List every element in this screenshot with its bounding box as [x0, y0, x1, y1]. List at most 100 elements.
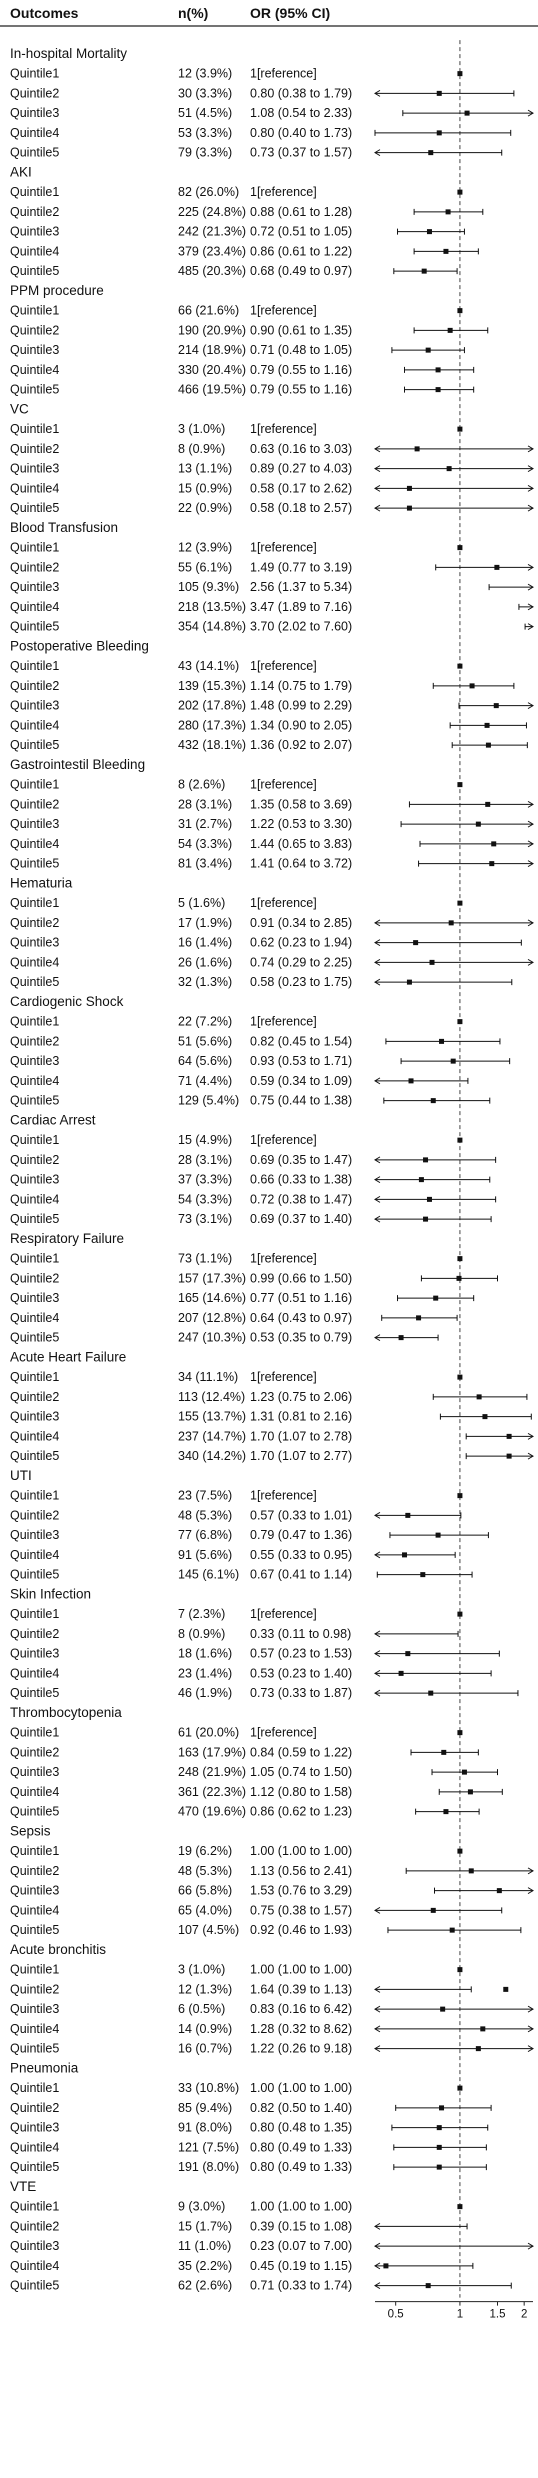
row-or: 0.80 (0.49 to 1.33): [250, 2140, 352, 2154]
row-n: 13 (1.1%): [178, 462, 232, 476]
point-estimate: [447, 327, 453, 333]
row-label: Quintile4: [10, 837, 59, 851]
row-label: Quintile1: [10, 1133, 59, 1147]
ci-arrow-high: [527, 445, 534, 453]
row-n: 8 (0.9%): [178, 1627, 225, 1641]
row-n: 19 (6.2%): [178, 1844, 232, 1858]
ci-arrow-high: [527, 2242, 534, 2250]
point-estimate: [413, 940, 419, 946]
row-or: 1.22 (0.53 to 3.30): [250, 817, 352, 831]
row-label: Quintile3: [10, 1291, 59, 1305]
row-or: 0.63 (0.16 to 3.03): [250, 442, 352, 456]
ci-arrow-high: [527, 702, 534, 710]
row-or: 0.93 (0.53 to 1.71): [250, 1054, 352, 1068]
ci-arrow-high: [527, 484, 534, 492]
row-label: Quintile3: [10, 699, 59, 713]
ci-arrow-low: [374, 1669, 381, 1677]
row-n: 64 (5.6%): [178, 1054, 232, 1068]
row-label: Quintile4: [10, 718, 59, 732]
row-n: 113 (12.4%): [178, 1390, 245, 1404]
point-estimate: [450, 1058, 456, 1064]
point-estimate: [439, 2105, 445, 2111]
row-n: 242 (21.3%): [178, 225, 246, 239]
row-label: Quintile1: [10, 896, 59, 910]
point-estimate: [435, 1532, 441, 1538]
point-estimate: [457, 1967, 463, 1973]
row-n: 12 (3.9%): [178, 67, 232, 81]
point-estimate: [398, 1335, 404, 1341]
x-tick-label: 0.5: [388, 2309, 404, 2321]
row-label: Quintile2: [10, 679, 59, 693]
point-estimate: [489, 861, 495, 867]
row-or: 1.00 (1.00 to 1.00): [250, 2081, 352, 2095]
row-label: Quintile2: [10, 1864, 59, 1878]
ci-arrow-low: [374, 2282, 381, 2290]
row-n: 139 (15.3%): [178, 679, 246, 693]
point-estimate: [456, 1275, 462, 1281]
point-estimate: [457, 1019, 463, 1025]
row-or: 0.80 (0.40 to 1.73): [250, 126, 352, 140]
ci-arrow-low: [374, 1630, 381, 1638]
row-or: 0.39 (0.15 to 1.08): [250, 2219, 352, 2233]
point-estimate: [406, 505, 412, 511]
row-n: 17 (1.9%): [178, 916, 232, 930]
ci-arrow-high: [527, 1432, 534, 1440]
row-n: 34 (11.1%): [178, 1370, 238, 1384]
row-or: 1.64 (0.39 to 1.13): [250, 1982, 352, 1996]
group-title: Respiratory Failure: [10, 1231, 124, 1246]
row-or: 1[reference]: [250, 1726, 317, 1740]
row-or: 1.13 (0.56 to 2.41): [250, 1864, 352, 1878]
point-estimate: [446, 466, 452, 472]
row-label: Quintile2: [10, 916, 59, 930]
point-estimate: [468, 1868, 474, 1874]
row-or: 1[reference]: [250, 1607, 317, 1621]
row-label: Quintile3: [10, 1173, 59, 1187]
row-n: 91 (5.6%): [178, 1548, 232, 1562]
row-n: 7 (2.3%): [178, 1607, 225, 1621]
row-or: 0.73 (0.33 to 1.87): [250, 1686, 352, 1700]
row-n: 3 (1.0%): [178, 1963, 225, 1977]
row-n: 71 (4.4%): [178, 1074, 232, 1088]
ci-arrow-low: [374, 939, 381, 947]
row-label: Quintile4: [10, 481, 59, 495]
row-n: 129 (5.4%): [178, 1094, 239, 1108]
point-estimate: [457, 426, 463, 432]
row-label: Quintile2: [10, 1627, 59, 1641]
row-or: 2.56 (1.37 to 5.34): [250, 580, 352, 594]
row-label: Quintile2: [10, 323, 59, 337]
row-label: Quintile3: [10, 817, 59, 831]
point-estimate: [423, 1216, 429, 1222]
ci-arrow-high: [527, 840, 534, 848]
ci-arrow-low: [374, 484, 381, 492]
point-estimate: [480, 2026, 486, 2032]
row-n: 61 (20.0%): [178, 1726, 239, 1740]
row-or: 0.72 (0.38 to 1.47): [250, 1192, 352, 1206]
row-or: 0.69 (0.37 to 1.40): [250, 1212, 352, 1226]
row-or: 0.75 (0.44 to 1.38): [250, 1094, 352, 1108]
row-or: 0.72 (0.51 to 1.05): [250, 225, 352, 239]
row-label: Quintile5: [10, 383, 59, 397]
row-or: 1.00 (1.00 to 1.00): [250, 1963, 352, 1977]
ci-arrow-low: [374, 958, 381, 966]
row-label: Quintile3: [10, 1884, 59, 1898]
ci-arrow-high: [527, 1887, 534, 1895]
row-n: 9 (3.0%): [178, 2200, 225, 2214]
row-n: 485 (20.3%): [178, 264, 246, 278]
group-title: Acute bronchitis: [10, 1942, 106, 1957]
row-or: 0.33 (0.11 to 0.98): [250, 1627, 351, 1641]
row-or: 0.55 (0.33 to 0.95): [250, 1548, 352, 1562]
row-n: 77 (6.8%): [178, 1528, 232, 1542]
ci-arrow-low: [374, 1077, 381, 1085]
row-or: 0.92 (0.46 to 1.93): [250, 1923, 352, 1937]
row-n: 35 (2.2%): [178, 2259, 232, 2273]
row-n: 82 (26.0%): [178, 185, 239, 199]
row-label: Quintile2: [10, 1390, 59, 1404]
row-or: 1.36 (0.92 to 2.07): [250, 738, 352, 752]
row-or: 1.31 (0.81 to 2.16): [250, 1410, 352, 1424]
row-label: Quintile3: [10, 225, 59, 239]
point-estimate: [435, 387, 441, 393]
group-title: Postoperative Bleeding: [10, 638, 149, 653]
row-or: 1[reference]: [250, 1015, 317, 1029]
row-label: Quintile1: [10, 1963, 59, 1977]
row-label: Quintile1: [10, 185, 59, 199]
